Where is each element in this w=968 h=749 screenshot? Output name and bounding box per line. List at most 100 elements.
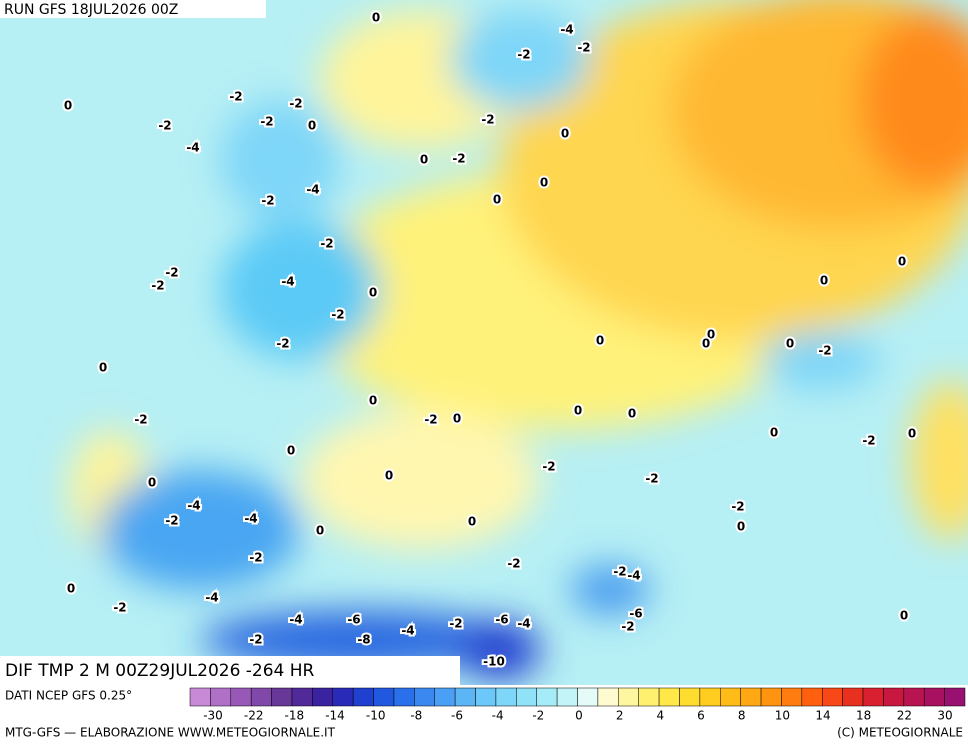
header-box xyxy=(0,0,266,18)
contour-label: -4 xyxy=(244,512,257,526)
colorbar-tick-label: -18 xyxy=(285,709,305,723)
contour-label: -2 xyxy=(331,308,344,322)
contour-label: 0 xyxy=(148,476,156,490)
contour-label: -2 xyxy=(621,620,634,634)
contour-label: 0 xyxy=(372,11,380,25)
contour-label: -2 xyxy=(542,460,555,474)
contour-label: -6 xyxy=(629,607,642,621)
colorbar-tick-label: 10 xyxy=(775,709,790,723)
colorbar-swatch xyxy=(454,687,476,707)
colorbar-swatch xyxy=(556,687,578,707)
map-field xyxy=(0,0,968,685)
colorbar-swatch xyxy=(393,687,415,707)
contour-label: -4 xyxy=(205,591,218,605)
contour-label: -2 xyxy=(517,48,530,62)
colorbar-swatch xyxy=(352,687,374,707)
colorbar-swatch xyxy=(230,687,252,707)
colorbar-swatch xyxy=(781,687,803,707)
contour-label: 0 xyxy=(628,407,636,421)
contour-label: 0 xyxy=(369,286,377,300)
colorbar-swatch xyxy=(516,687,537,707)
contour-label: -2 xyxy=(424,413,437,427)
contour-label: 0 xyxy=(369,394,377,408)
colorbar-swatch xyxy=(862,687,884,707)
colorbar-swatch xyxy=(291,687,313,707)
contour-label: -2 xyxy=(818,344,831,358)
contour-label: -2 xyxy=(276,337,289,351)
footer-left: MTG-GFS — ELABORAZIONE WWW.METEOGIORNALE… xyxy=(5,726,336,740)
colorbar-swatch xyxy=(699,687,721,707)
contour-label: -2 xyxy=(134,413,147,427)
contour-label: -6 xyxy=(495,613,508,627)
contour-label: -2 xyxy=(507,557,520,571)
colorbar-tick-label: -8 xyxy=(410,709,422,723)
title-box xyxy=(0,656,460,685)
colorbar-swatch xyxy=(740,687,762,707)
contour-label: 0 xyxy=(596,334,604,348)
colorbar-swatch xyxy=(842,687,864,707)
colorbar-swatch xyxy=(720,687,741,707)
colorbar-swatch xyxy=(821,687,843,707)
contour-label: -2 xyxy=(113,601,126,615)
colorbar-swatch xyxy=(618,687,639,707)
colorbar-tick-label: 0 xyxy=(575,709,583,723)
contour-label: -4 xyxy=(281,275,294,289)
contour-label: 0 xyxy=(316,524,324,538)
colorbar-tick-label: -4 xyxy=(492,709,504,723)
colorbar-tick-label: 22 xyxy=(897,709,912,723)
map-title: DIF TMP 2 M 00Z29JUL2026 -264 HR xyxy=(5,661,315,681)
contour-label: -8 xyxy=(357,633,370,647)
colorbar-tick-label: 4 xyxy=(657,709,665,723)
contour-label: 0 xyxy=(820,274,828,288)
colorbar-swatch xyxy=(414,687,435,707)
contour-label: -2 xyxy=(645,472,658,486)
colorbar-swatch xyxy=(434,687,456,707)
contour-label: -2 xyxy=(452,152,465,166)
contour-label: -6 xyxy=(347,613,360,627)
colorbar-swatch xyxy=(210,687,232,707)
colorbar-swatch xyxy=(597,687,619,707)
contour-label: -2 xyxy=(165,514,178,528)
contour-label: 0 xyxy=(287,444,295,458)
contour-label: -4 xyxy=(306,183,319,197)
colorbar-tick-label: 30 xyxy=(937,709,952,723)
contour-label: 0 xyxy=(574,404,582,418)
colorbar-tick-label: 8 xyxy=(738,709,746,723)
contour-label: 0 xyxy=(707,328,715,342)
contour-label: -4 xyxy=(560,23,573,37)
colorbar-swatch xyxy=(638,687,660,707)
colorbar-swatch xyxy=(536,687,558,707)
run-label: RUN GFS 18JUL2026 00Z xyxy=(4,2,178,18)
contour-label: 0 xyxy=(561,127,569,141)
contour-label: -2 xyxy=(151,279,164,293)
contour-label: -2 xyxy=(249,633,262,647)
contour-label: 0 xyxy=(702,337,710,351)
colorbar-swatch xyxy=(679,687,701,707)
colorbar-swatch xyxy=(923,687,945,707)
contour-label: 0 xyxy=(420,153,428,167)
contour-label: -4 xyxy=(517,617,530,631)
contour-label: -4 xyxy=(627,569,640,583)
contour-label: -2 xyxy=(577,41,590,55)
colorbar-tick-label: 14 xyxy=(815,709,830,723)
contour-label: 0 xyxy=(468,515,476,529)
contour-label: -2 xyxy=(158,119,171,133)
contour-label: -2 xyxy=(165,266,178,280)
contour-label: 0 xyxy=(385,469,393,483)
contour-label: -2 xyxy=(260,115,273,129)
colorbar-swatch xyxy=(312,687,334,707)
contour-label: -2 xyxy=(289,97,302,111)
colorbar-swatch xyxy=(760,687,782,707)
contour-label: -2 xyxy=(320,237,333,251)
footer-right: (C) METEOGIORNALE xyxy=(837,726,963,740)
colorbar-swatch xyxy=(801,687,823,707)
colorbar-tick-label: 2 xyxy=(616,709,624,723)
colorbar-swatch xyxy=(495,687,517,707)
colorbar-swatch xyxy=(944,687,966,707)
colorbar-tick-label: -14 xyxy=(325,709,345,723)
contour-label: -2 xyxy=(613,565,626,579)
colorbar-swatch xyxy=(373,687,395,707)
contour-label: -2 xyxy=(731,500,744,514)
